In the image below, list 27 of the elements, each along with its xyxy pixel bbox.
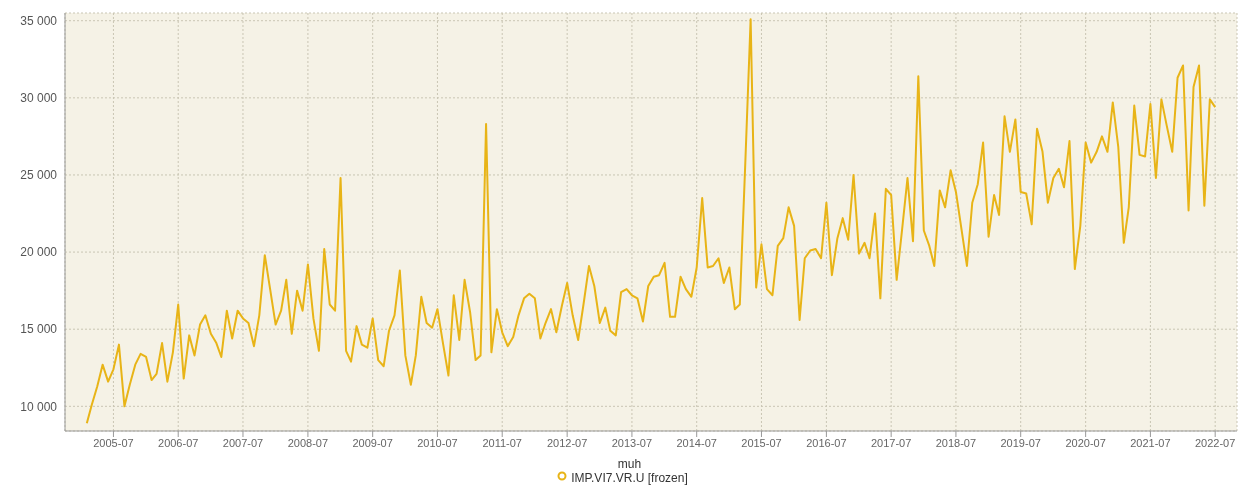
- x-tick-label: 2006-07: [158, 436, 199, 449]
- legend-title: muh: [616, 457, 643, 471]
- line-series: [85, 18, 1217, 425]
- x-tick-label: 2008-07: [287, 436, 329, 449]
- x-tick-label: 2017-07: [870, 436, 912, 449]
- y-tick-label: 15 000: [20, 322, 58, 337]
- x-tick-label: 2021-07: [1130, 436, 1171, 449]
- x-tick-label: 2020-07: [1065, 436, 1106, 449]
- x-tick-label: 2015-07: [741, 436, 782, 449]
- y-tick-label: 10 000: [20, 399, 58, 414]
- x-tick-label: 2014-07: [676, 436, 717, 449]
- x-tick-label: 2012-07: [546, 436, 588, 449]
- x-tick-label: 2022-07: [1194, 436, 1236, 449]
- x-tick-label: 2010-07: [417, 436, 458, 449]
- y-tick-label: 25 000: [20, 168, 58, 183]
- x-tick-label: 2016-07: [806, 436, 847, 449]
- x-tick-label: 2013-07: [611, 436, 653, 449]
- legend-label: IMP.VI7.VR.U [frozen]: [571, 471, 688, 485]
- x-tick-label: 2007-07: [222, 436, 264, 449]
- y-tick-label: 30 000: [20, 91, 58, 106]
- y-tick-label: 35 000: [20, 13, 58, 28]
- x-tick-label: 2011-07: [482, 436, 522, 449]
- x-tick-label: 2005-07: [93, 436, 134, 449]
- y-tick-label: 20 000: [20, 245, 58, 260]
- x-tick-label: 2019-07: [1000, 436, 1041, 449]
- x-tick-label: 2009-07: [352, 436, 393, 449]
- x-tick-label: 2018-07: [935, 436, 977, 449]
